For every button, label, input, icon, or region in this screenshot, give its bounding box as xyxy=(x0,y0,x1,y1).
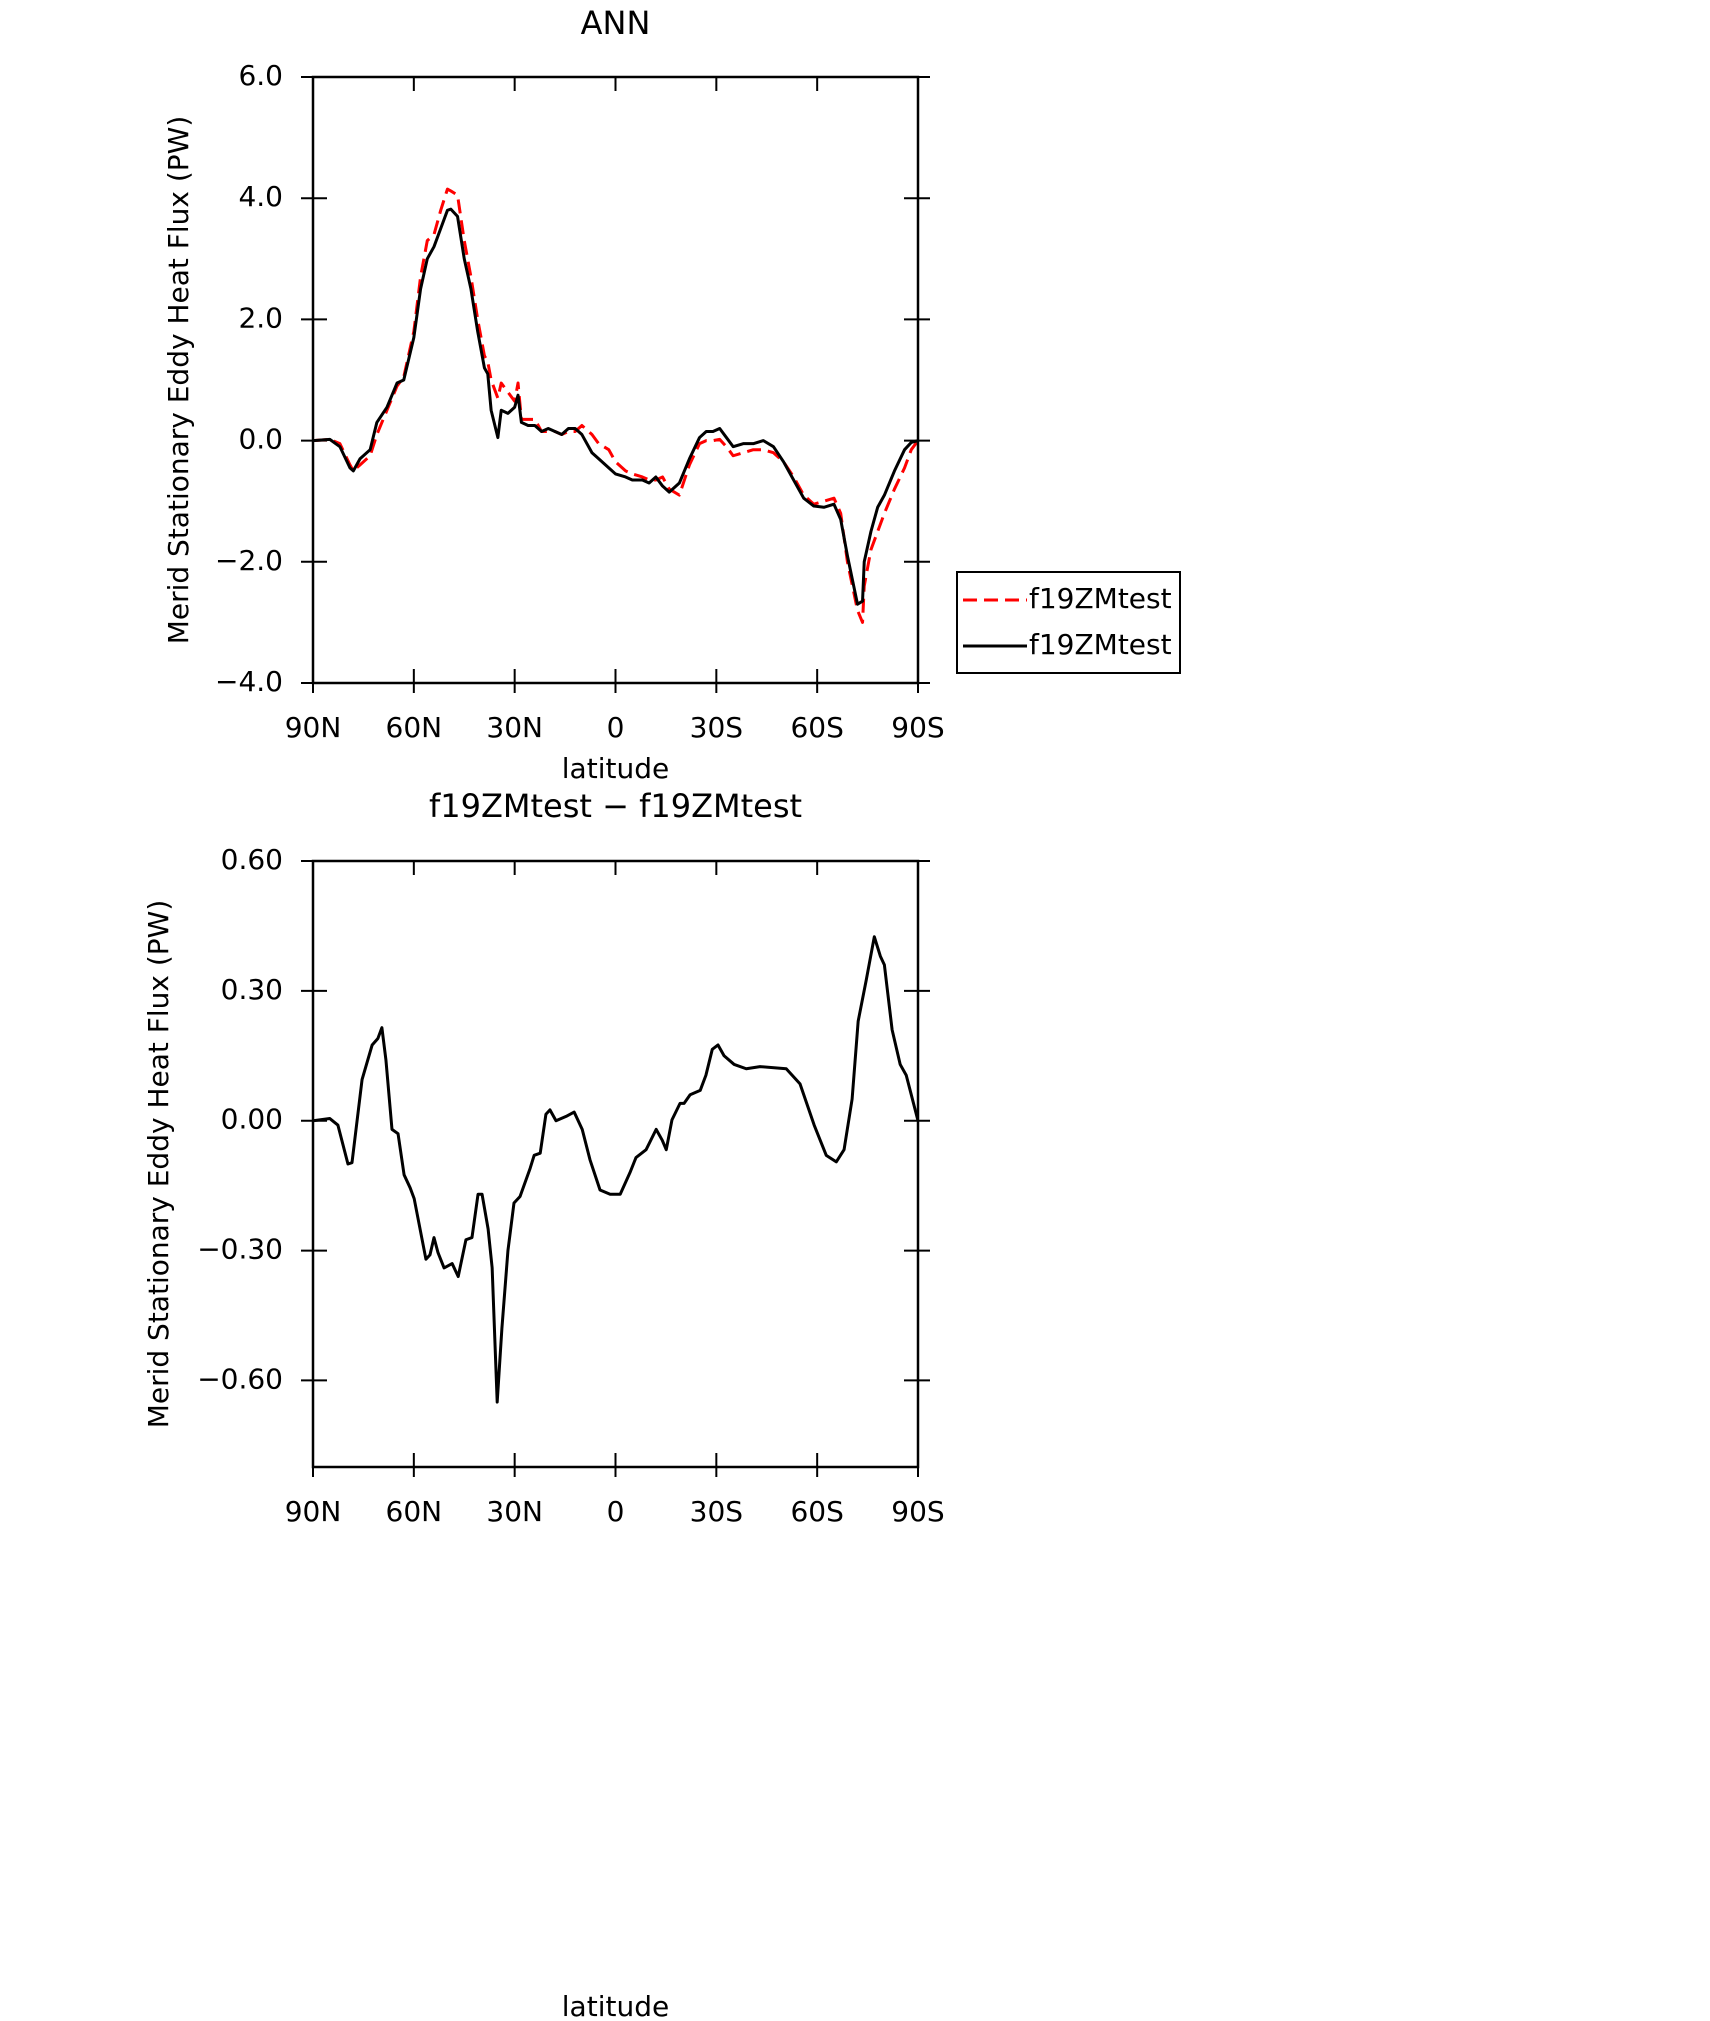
x-tick-label: 90N xyxy=(285,1495,342,1528)
y-tick-label: 0.00 xyxy=(221,1103,283,1136)
axes-frame xyxy=(311,859,920,1469)
y-tick-label: −4.0 xyxy=(215,665,283,698)
x-tick-label: 60S xyxy=(790,711,843,744)
data-line xyxy=(313,935,918,1404)
y-tick-label: −0.60 xyxy=(197,1362,283,1395)
chart-title: f19ZMtest − f19ZMtest xyxy=(429,787,802,825)
y-tick-label: 0.30 xyxy=(221,973,283,1006)
axes-frame xyxy=(311,75,920,685)
x-axis-label: latitude xyxy=(562,1990,669,2021)
x-axis-label: latitude xyxy=(562,752,669,785)
y-tick-label: −2.0 xyxy=(215,544,283,577)
y-tick-label: 0.60 xyxy=(221,843,283,876)
y-axis-label: Merid Stationary Eddy Heat Flux (PW) xyxy=(142,900,175,1429)
plot-area xyxy=(313,187,918,624)
legend-label: f19ZMtest xyxy=(1029,582,1172,615)
data-line xyxy=(313,207,918,606)
x-tick-label: 90S xyxy=(891,1495,944,1528)
x-tick-label: 90S xyxy=(891,711,944,744)
data-line xyxy=(313,187,918,624)
x-tick-label: 30N xyxy=(486,1495,543,1528)
chart: f19ZMtest − f19ZMtest latitude Merid Stati… xyxy=(142,787,945,2021)
x-tick-label: 60N xyxy=(386,711,443,744)
x-tick-label: 0 xyxy=(607,1495,625,1528)
x-tick-label: 60N xyxy=(386,1495,443,1528)
x-tick-label: 30S xyxy=(690,1495,743,1528)
x-tick-label: 90N xyxy=(285,711,342,744)
chart-title: ANN xyxy=(581,4,651,42)
x-tick-label: 60S xyxy=(790,1495,843,1528)
x-tick-label: 30S xyxy=(690,711,743,744)
y-axis-label: Merid Stationary Eddy Heat Flux (PW) xyxy=(162,116,195,645)
legend-label: f19ZMtest xyxy=(1029,628,1172,661)
y-tick-label: 2.0 xyxy=(238,301,283,334)
legend-box xyxy=(956,571,1181,674)
y-tick-label: 0.0 xyxy=(238,423,283,456)
y-tick-label: 4.0 xyxy=(238,180,283,213)
x-tick-label: 0 xyxy=(607,711,625,744)
x-tick-label: 30N xyxy=(486,711,543,744)
chart: ANN latitude Merid Stationary Eddy Heat Fl… xyxy=(162,4,1181,785)
y-tick-label: −0.30 xyxy=(197,1233,283,1266)
y-tick-label: 6.0 xyxy=(238,59,283,92)
plot-area xyxy=(313,935,918,1404)
